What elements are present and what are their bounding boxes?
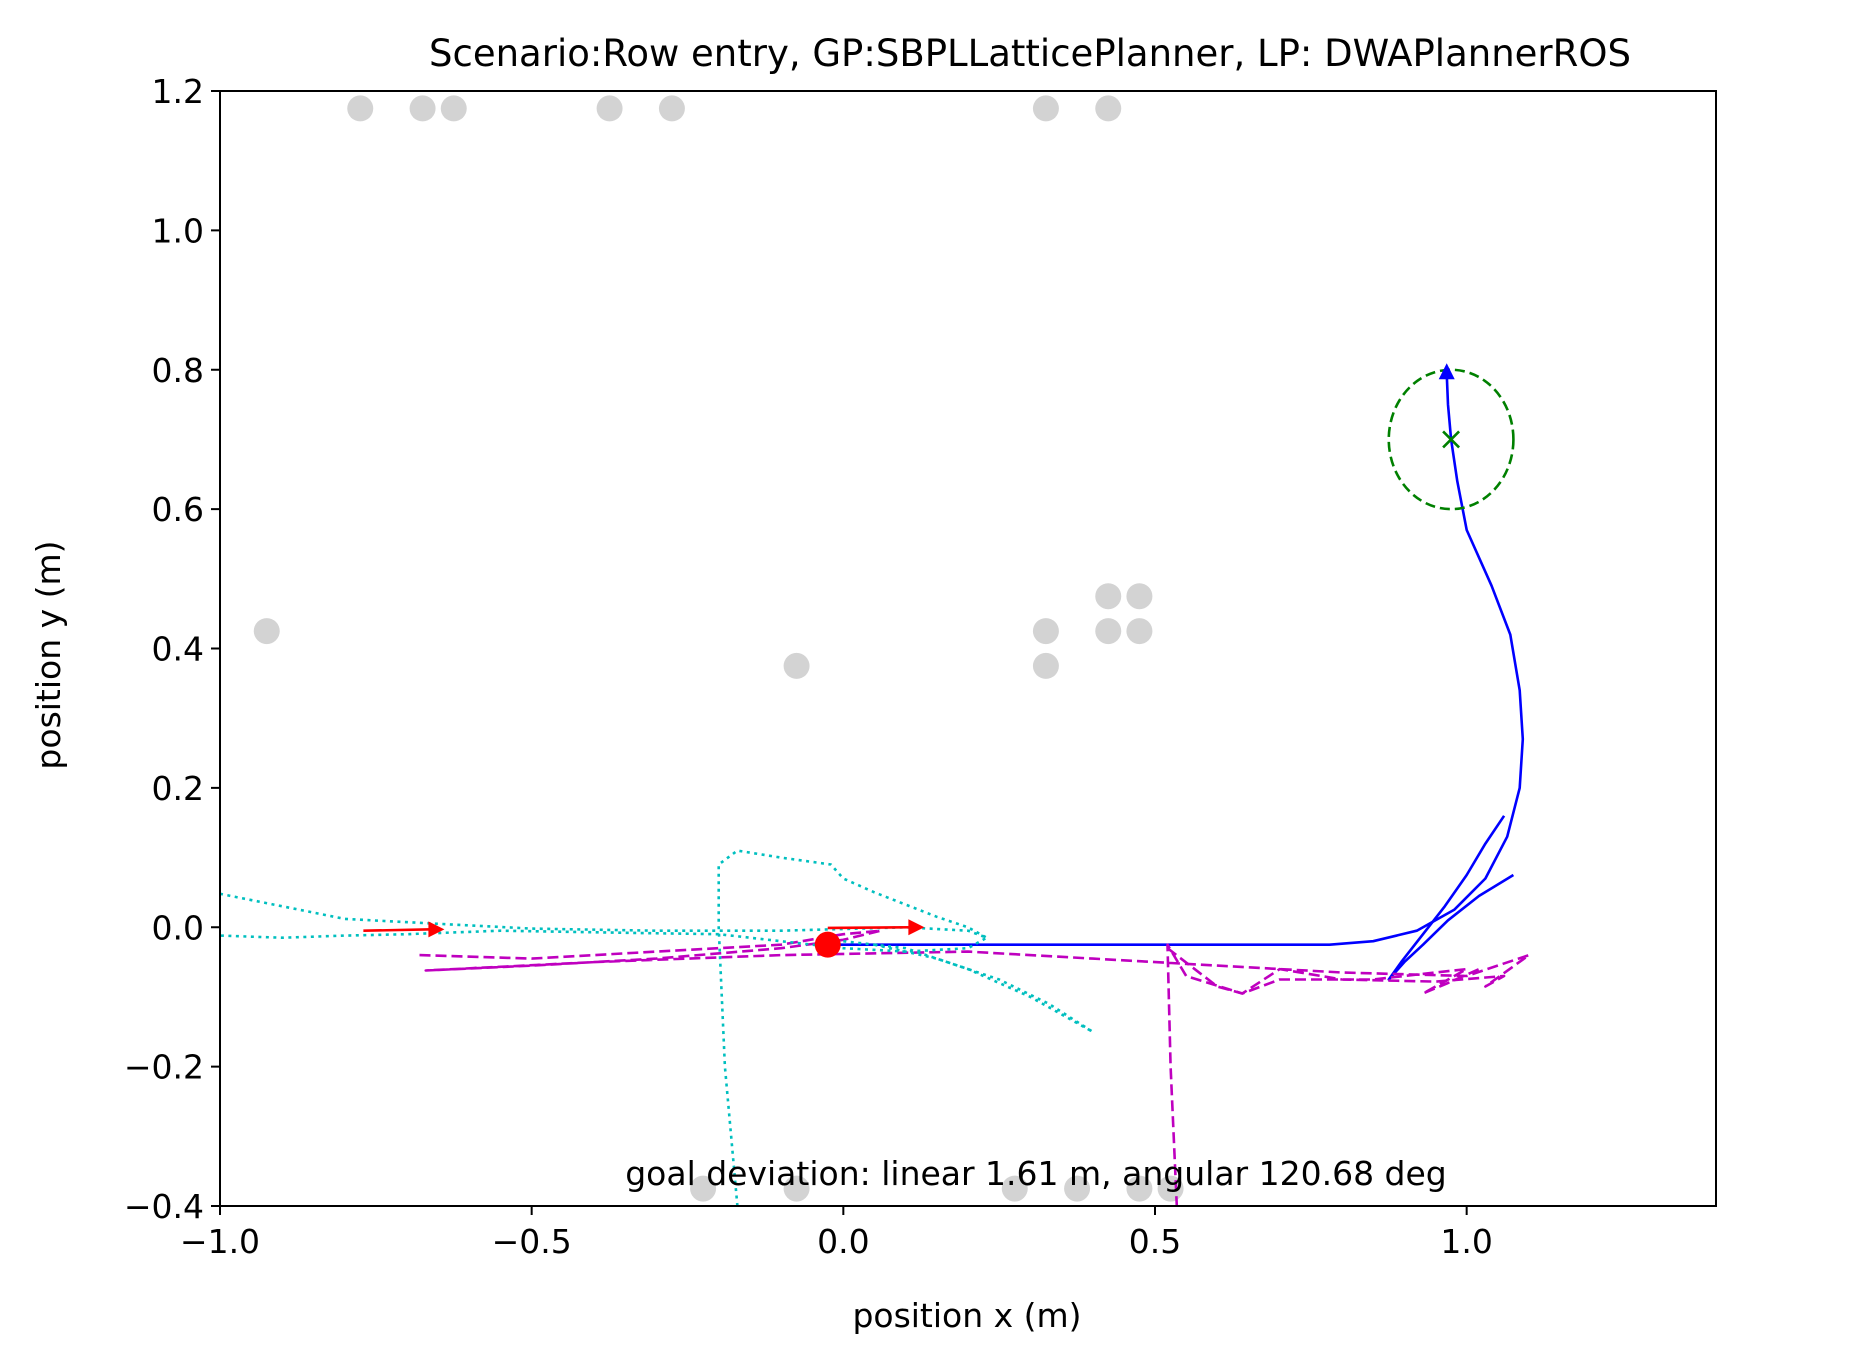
x-tick-label: −0.5	[492, 1222, 572, 1261]
goal-marker	[1442, 430, 1460, 449]
heading-arrow-shaft	[363, 928, 433, 933]
y-tick-label: 0.8	[152, 351, 204, 390]
obstacle-point	[1095, 618, 1122, 645]
robot-position	[814, 931, 841, 958]
obstacle-point	[1064, 1175, 1091, 1202]
series-line-local-plan	[419, 929, 1531, 1206]
heading-arrow-shaft	[827, 925, 913, 930]
x-tick-label: 1.0	[1440, 1222, 1492, 1261]
obstacle-point	[783, 1175, 810, 1202]
x-tick-label: 0.5	[1129, 1222, 1181, 1261]
y-tick-label: −0.2	[124, 1048, 204, 1087]
obstacle-point	[1126, 1175, 1153, 1202]
y-axis-label: position y (m)	[29, 540, 68, 769]
obstacle-point	[440, 95, 467, 122]
y-tick-label: −0.4	[124, 1187, 204, 1226]
obstacle-point	[658, 95, 685, 122]
y-tick-label: 0.2	[152, 769, 204, 808]
obstacle-point	[1157, 1175, 1184, 1202]
obstacle-point	[1095, 95, 1122, 122]
obstacle-point	[1032, 95, 1059, 122]
obstacle-point	[347, 95, 374, 122]
obstacle-point	[783, 652, 810, 679]
goal-tolerance-circle	[1387, 368, 1515, 511]
series-line-global-plan	[824, 373, 1525, 947]
chart-title: Scenario:Row entry, GP:SBPLLatticePlanne…	[429, 32, 1631, 75]
y-tick-label: 1.2	[152, 72, 204, 111]
heading-arrow-head	[908, 919, 925, 936]
axis-ticks: −1.0 −0.5 0.0 0.5 1.0 −0.4 −0.2 0.0 0.2 0.4 0.6 0.8…	[124, 72, 1493, 1261]
obstacle-point	[1032, 618, 1059, 645]
series-line-robot-trajectory-tail-2	[874, 943, 1094, 1033]
series-line-robot-trajectory-loop	[220, 929, 719, 940]
goal-deviation-annotation: goal deviation: linear 1.61 m, angular 1…	[625, 1154, 1447, 1193]
obstacle-point	[1095, 583, 1122, 610]
y-tick-label: 1.0	[152, 211, 204, 250]
x-tick-label: −1.0	[180, 1222, 260, 1261]
obstacle-point	[409, 95, 436, 122]
y-tick-label: 0.0	[152, 908, 204, 947]
obstacle-point	[1126, 583, 1153, 610]
series-line-robot-trajectory-tail	[843, 939, 1094, 1033]
heading-arrow-head	[428, 921, 445, 938]
obstacle-point	[1001, 1175, 1028, 1202]
series-line-robot-trajectory-spike	[717, 849, 988, 1206]
obstacle-point	[690, 1175, 717, 1202]
plot-area	[220, 95, 1531, 1206]
series-line-global-plan-spur	[1387, 815, 1515, 981]
y-tick-label: 0.6	[152, 490, 204, 529]
obstacle-point	[1032, 652, 1059, 679]
obstacle-point	[596, 95, 623, 122]
global-plan-arrowhead	[1438, 363, 1455, 380]
obstacle-point	[1126, 618, 1153, 645]
x-axis-label: position x (m)	[852, 1296, 1081, 1335]
obstacle-point	[253, 618, 280, 645]
x-tick-label: 0.0	[817, 1222, 869, 1261]
y-tick-label: 0.4	[152, 630, 204, 669]
series-line-robot-trajectory	[220, 892, 989, 953]
